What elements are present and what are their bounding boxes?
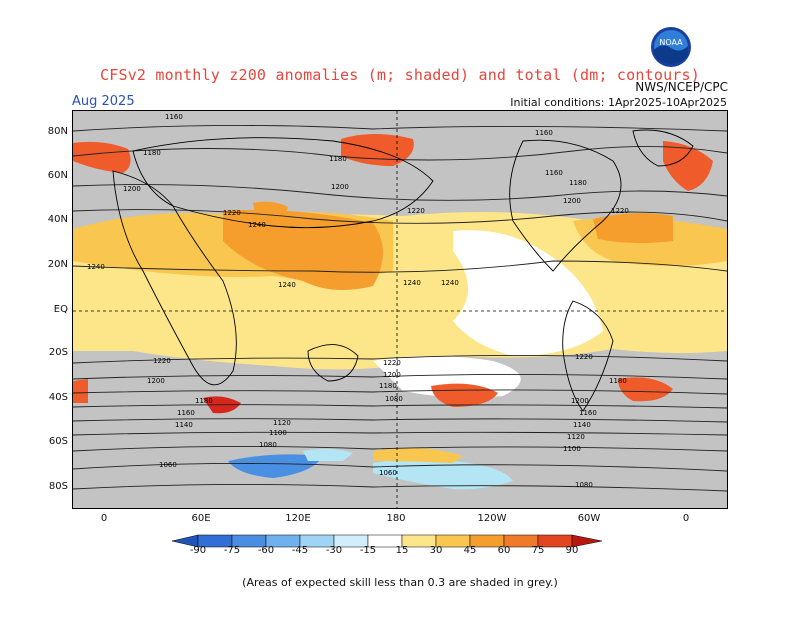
colorbar-label: 75 — [531, 545, 545, 556]
anomaly-greenland-red — [663, 141, 713, 191]
lat-label: 20S — [48, 347, 68, 358]
contour-label: 1100 — [563, 445, 581, 453]
colorbar-label: 15 — [395, 545, 409, 556]
contour-label: 1160 — [165, 113, 183, 121]
lon-label: 180 — [386, 513, 406, 524]
anomaly-west-south-orange — [73, 379, 88, 403]
colorbar-label: -45 — [291, 545, 309, 556]
contour-label: 1140 — [573, 421, 591, 429]
contour-label: 1160 — [579, 409, 597, 417]
contour-label: 1080 — [575, 481, 593, 489]
height-contours — [73, 124, 727, 492]
noaa-logo: NOAA — [651, 27, 691, 67]
initial-conditions: Initial conditions: 1Apr2025-10Apr2025 — [510, 96, 727, 109]
contour-label: 1240 — [403, 279, 421, 287]
contour-label: 1180 — [609, 377, 627, 385]
colorbar-label: -30 — [325, 545, 343, 556]
anomaly-na-orange — [593, 213, 673, 244]
lat-label: 40S — [48, 392, 68, 403]
contour-label: 1220 — [407, 207, 425, 215]
agency-label: NWS/NCEP/CPC — [635, 80, 728, 94]
anomaly-southern-light-blue — [303, 448, 353, 461]
lon-label: 120E — [285, 513, 311, 524]
contour-label: 1160 — [535, 129, 553, 137]
forecast-month: Aug 2025 — [72, 94, 135, 109]
colorbar-label: -60 — [257, 545, 275, 556]
colorbar-label: -75 — [223, 545, 241, 556]
colorbar — [172, 534, 603, 548]
lat-label: 60S — [48, 436, 68, 447]
anomaly-europe-red — [73, 141, 131, 173]
lat-label: 20N — [47, 259, 68, 270]
contour-label: 1100 — [269, 429, 287, 437]
contour-label: 1080 — [259, 441, 277, 449]
contour-label: 1200 — [563, 197, 581, 205]
anomaly-antarctic-yellow — [373, 447, 463, 463]
anomaly-siberia-orange — [253, 201, 288, 215]
contour-label: 1060 — [159, 461, 177, 469]
anomaly-antarctic-blue — [228, 454, 323, 478]
contour-label: 1220 — [153, 357, 171, 365]
colorbar-label: -90 — [189, 545, 207, 556]
contour-label: 1200 — [571, 397, 589, 405]
contour-label: 1200 — [123, 185, 141, 193]
colorbar-label: -15 — [359, 545, 377, 556]
contour-label: 1220 — [575, 353, 593, 361]
contour-label: 1240 — [441, 279, 459, 287]
contour-label: 1240 — [278, 281, 296, 289]
contour-label: 1200 — [147, 377, 165, 385]
colorbar-label: 30 — [429, 545, 443, 556]
anomaly-pacific-orange — [431, 383, 498, 407]
contour-label: 1200 — [331, 183, 349, 191]
contour-label: 1220 — [383, 359, 401, 367]
lat-label: 40N — [47, 214, 68, 225]
contour-label: 1160 — [177, 409, 195, 417]
logo-text: NOAA — [659, 38, 683, 47]
contour-label: 1160 — [545, 169, 563, 177]
skill-note: (Areas of expected skill less than 0.3 a… — [242, 576, 558, 589]
white-zone-pacific — [453, 230, 603, 356]
lon-label: 120W — [477, 513, 507, 524]
contour-label: 1060 — [379, 469, 397, 477]
contour-label: 1120 — [273, 419, 291, 427]
lat-label: 80S — [48, 481, 68, 492]
lon-label: 0 — [682, 513, 690, 524]
lat-label: EQ — [53, 304, 68, 315]
contour-label: 1180 — [329, 155, 347, 163]
contour-label: 1180 — [379, 382, 397, 390]
contour-label: 1240 — [87, 263, 105, 271]
contour-label: 1220 — [611, 207, 629, 215]
anomaly-asia-orange — [223, 209, 383, 290]
lon-label: 60W — [577, 513, 601, 524]
lat-label: 80N — [47, 126, 68, 137]
colorbar-label: 60 — [497, 545, 511, 556]
contour-label: 1140 — [175, 421, 193, 429]
contour-label: 1200 — [383, 371, 401, 379]
contour-label: 1240 — [248, 221, 266, 229]
anomaly-atlantic-south-orange — [618, 377, 673, 402]
colorbar-label: 45 — [463, 545, 477, 556]
contour-label: 1080 — [385, 395, 403, 403]
lon-label: 0 — [100, 513, 108, 524]
contour-labels: 1160 1180 1200 1220 1240 1240 1240 1240 … — [73, 111, 727, 508]
contour-label: 1180 — [569, 179, 587, 187]
colorbar-cell-12 — [571, 534, 603, 548]
anomaly-south-pacific-blue — [373, 458, 513, 490]
lon-label: 60E — [191, 513, 211, 524]
coastlines — [112, 129, 694, 412]
lat-label: 60N — [47, 170, 68, 181]
chart-title: CFSv2 monthly z200 anomalies (m; shaded)… — [100, 66, 700, 84]
contour-label: 1120 — [567, 433, 585, 441]
contour-label: 1220 — [223, 209, 241, 217]
anomaly-map: 1160 1180 1200 1220 1240 1240 1240 1240 … — [72, 110, 728, 509]
colorbar-label: 90 — [565, 545, 579, 556]
contour-label: 1180 — [195, 397, 213, 405]
contour-label: 1180 — [143, 149, 161, 157]
